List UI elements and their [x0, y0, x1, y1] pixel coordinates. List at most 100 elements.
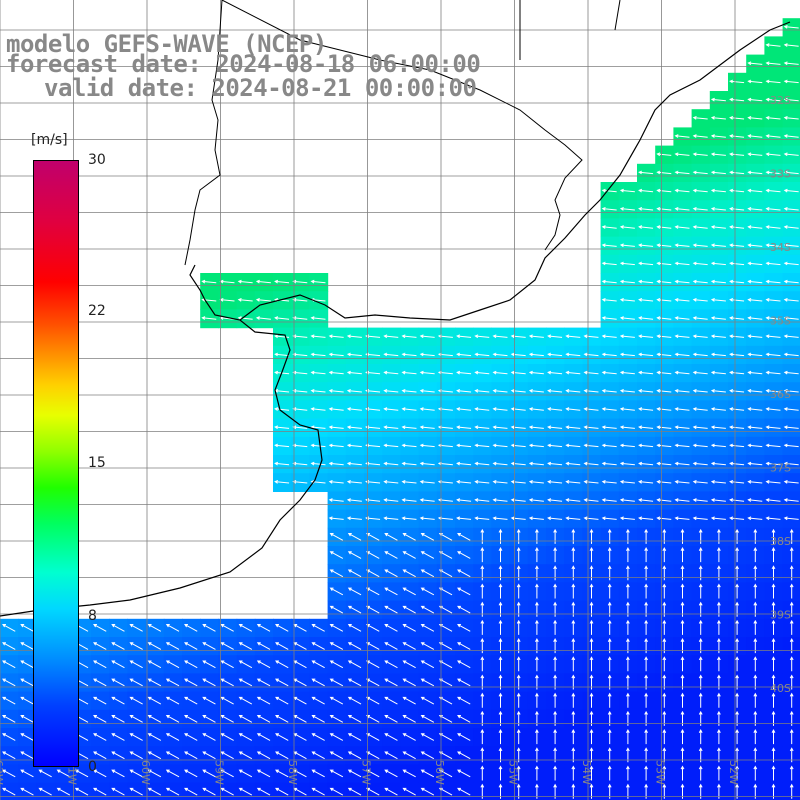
wind-arrow [601, 261, 617, 266]
wind-arrow [56, 787, 71, 796]
wind-arrow [783, 115, 799, 120]
wind-arrow [492, 479, 508, 484]
wind-arrow [311, 787, 325, 796]
wind-arrow [710, 279, 726, 284]
wind-arrow [680, 547, 685, 563]
wind-arrow [329, 624, 344, 632]
wind-arrow [789, 547, 794, 563]
wind-arrow [366, 533, 380, 541]
wind-arrow [747, 152, 763, 157]
wind-arrow [220, 733, 234, 741]
wind-arrow [456, 479, 472, 484]
wind-arrow [366, 769, 380, 778]
wind-arrow [516, 619, 521, 635]
wind-arrow [747, 516, 763, 521]
latitude-label: 39S [770, 609, 791, 622]
wind-arrow [347, 624, 362, 632]
wind-arrow [292, 297, 308, 302]
wind-arrow [601, 516, 617, 521]
wind-arrow [147, 624, 162, 632]
wind-arrow [311, 769, 325, 778]
wind-arrow [255, 279, 271, 284]
wind-arrow [401, 479, 417, 484]
wind-arrow [535, 765, 539, 781]
wind-arrow [553, 583, 557, 599]
wind-arrow [237, 316, 253, 320]
wind-arrow [366, 587, 380, 596]
colorbar-unit: [m/s] [31, 132, 68, 148]
longitude-label: 62W [0, 760, 5, 785]
wind-arrow [698, 583, 703, 599]
wind-arrow [680, 692, 685, 708]
wind-arrow [553, 656, 557, 672]
wind-arrow [601, 243, 617, 248]
wind-arrow [402, 551, 416, 559]
wind-arrow [680, 619, 685, 635]
wind-arrow [93, 642, 107, 650]
wind-arrow [328, 370, 344, 375]
wind-arrow [456, 461, 472, 466]
colorbar-tick-8: 8 [88, 608, 97, 624]
wind-arrow [292, 316, 308, 320]
wind-arrow [474, 479, 490, 484]
wind-arrow [275, 751, 289, 760]
wind-arrow [698, 765, 703, 781]
wind-arrow [638, 425, 654, 430]
wind-arrow [692, 498, 708, 502]
longitude-label: 59W [213, 760, 226, 785]
wind-arrow [402, 569, 416, 578]
wind-arrow [783, 352, 799, 357]
wind-arrow [674, 316, 690, 320]
wind-arrow [729, 279, 745, 284]
wind-arrow [553, 528, 557, 544]
wind-arrow [735, 528, 739, 544]
wind-arrow [129, 678, 143, 687]
wind-arrow [498, 583, 503, 599]
wind-arrow [347, 533, 362, 541]
wind-arrow [510, 498, 526, 502]
wind-arrow [656, 188, 672, 193]
wind-arrow [571, 619, 576, 635]
wind-arrow [753, 565, 758, 581]
wind-arrow [401, 388, 417, 393]
wind-arrow [729, 516, 745, 521]
wind-arrow [238, 733, 253, 741]
wind-arrow [474, 516, 490, 521]
wind-arrow [656, 279, 672, 284]
wind-arrow [656, 170, 672, 175]
wind-arrow [220, 678, 234, 687]
wind-arrow [789, 656, 794, 672]
wind-arrow [93, 678, 107, 687]
wind-arrow [474, 443, 490, 448]
wind-arrow [747, 134, 763, 138]
wind-arrow [402, 642, 416, 650]
wind-arrow [20, 715, 34, 723]
wind-arrow [710, 225, 726, 229]
wind-arrow [498, 547, 503, 563]
wind-arrow [692, 170, 708, 175]
wind-arrow [735, 656, 739, 672]
wind-arrow [638, 206, 654, 211]
wind-arrow [626, 565, 630, 581]
wind-arrow [571, 565, 576, 581]
wind-arrow [729, 206, 745, 211]
wind-arrow [674, 261, 690, 266]
wind-arrow [783, 279, 799, 284]
wind-arrow [601, 407, 617, 411]
wind-arrow [238, 715, 253, 723]
wind-arrow [692, 334, 708, 339]
wind-arrow [457, 769, 471, 778]
wind-arrow [419, 388, 435, 393]
wind-arrow [38, 769, 52, 778]
wind-arrow [311, 751, 325, 760]
wind-arrow [692, 206, 708, 211]
wind-arrow [184, 678, 198, 687]
wind-arrow [498, 692, 503, 708]
wind-arrow [729, 115, 745, 120]
wind-arrow [583, 334, 599, 339]
wind-arrow [220, 696, 234, 705]
wind-arrow [601, 425, 617, 430]
wind-arrow [692, 188, 708, 193]
wind-arrow [129, 787, 143, 796]
wind-arrow [402, 751, 416, 760]
